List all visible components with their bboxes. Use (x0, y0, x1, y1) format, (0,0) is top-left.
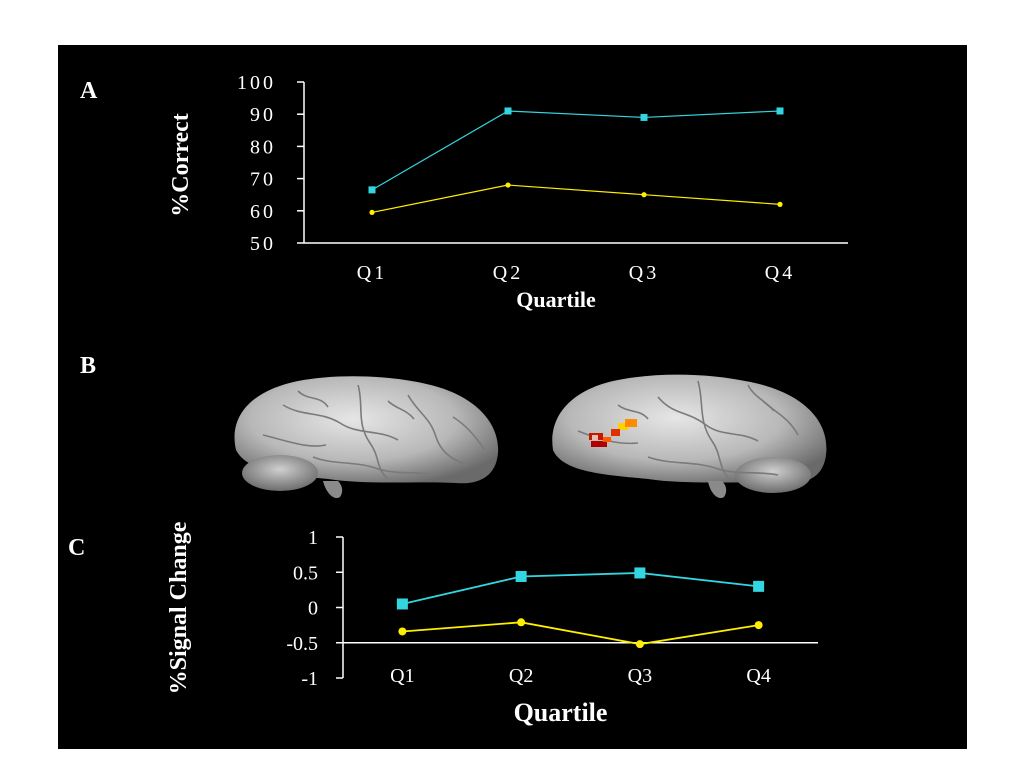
c-series-2-point (398, 627, 407, 636)
c-y-tick-label: 0 (308, 598, 318, 620)
c-series-1-line (402, 572, 759, 605)
a-x-tick-label: Q3 (629, 262, 659, 284)
c-y-axis-title: %Signal Change (166, 521, 192, 694)
a-series-1-line (371, 110, 781, 191)
c-y-tick-label: -0.5 (286, 633, 318, 655)
c-series-1-point (396, 598, 408, 610)
a-y-tick-label: 90 (250, 104, 276, 126)
a-series-2-point (369, 209, 375, 216)
c-series-1-point (515, 570, 527, 582)
a-series-2-point (641, 192, 647, 198)
a-series-1-point (368, 186, 376, 194)
c-series-2-point (635, 640, 644, 649)
c-y-tick-label: 0.5 (293, 562, 318, 584)
c-x-axis-title: Quartile (514, 698, 608, 727)
c-series-2-point (517, 618, 526, 627)
a-y-tick-label: 70 (250, 169, 276, 191)
c-x-tick-label: Q2 (509, 665, 533, 687)
c-y-tick-label: 1 (308, 527, 318, 549)
c-x-tick-label: Q1 (390, 665, 414, 687)
a-y-tick-label: 50 (250, 233, 276, 255)
c-series-1-point (634, 567, 646, 579)
a-y-tick-label: 80 (250, 136, 276, 158)
activation-cluster (589, 419, 637, 447)
panel-b-label: B (80, 353, 96, 379)
chart-c: 1 0.5 0 -0.5 -1 Q1 Q2 Q3 Q4 Quartile %Signal Chang… (166, 521, 818, 727)
a-series-1-point (504, 107, 512, 115)
panel-c-label: C (68, 535, 85, 561)
a-x-tick-label: Q1 (357, 262, 387, 284)
c-y-tick-label: -1 (301, 668, 318, 690)
a-series-1-point (776, 107, 784, 115)
slide-background: A 50 60 70 80 90 100 Q1 Q2 Q3 Q4 Quartile %Correct … (58, 45, 967, 749)
brain-right-lateral-image (552, 374, 827, 499)
c-series-2-line (402, 621, 759, 646)
c-x-tick-label: Q3 (628, 665, 652, 687)
a-series-2-point (505, 182, 511, 188)
a-series-1-point (640, 113, 648, 121)
a-x-tick-label: Q4 (765, 262, 795, 284)
a-y-axis-title: %Correct (168, 113, 194, 217)
c-x-tick-label: Q4 (746, 665, 770, 687)
a-x-axis-title: Quartile (516, 287, 596, 312)
c-series-1-point (753, 580, 765, 592)
c-series-2-point (754, 621, 763, 630)
brain-left-lateral-image (234, 376, 499, 499)
a-y-tick-label: 60 (250, 201, 276, 223)
a-x-tick-label: Q2 (493, 262, 523, 284)
a-y-tick-label: 100 (237, 72, 276, 94)
a-series-2-point (777, 201, 783, 207)
panel-a-label: A (80, 78, 98, 104)
chart-a: 50 60 70 80 90 100 Q1 Q2 Q3 Q4 Quartile %Correct (168, 72, 848, 312)
a-series-2-line (371, 184, 781, 213)
